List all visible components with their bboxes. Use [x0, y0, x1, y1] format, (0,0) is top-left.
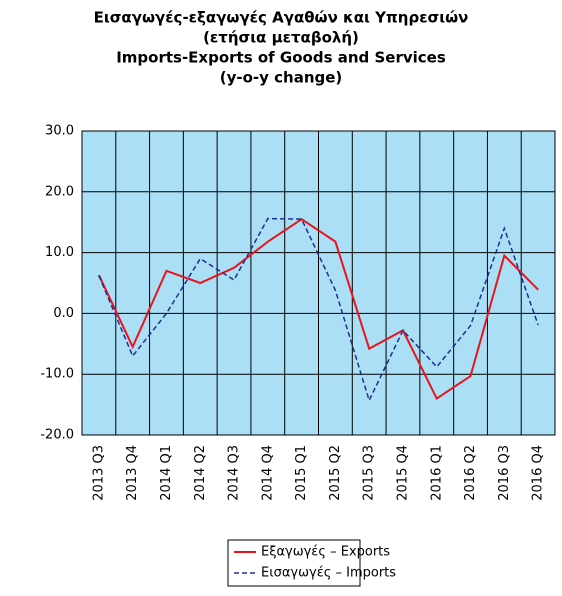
y-tick-label: 30.0 — [45, 124, 74, 139]
x-tick-label: 2014 Q1 — [159, 445, 174, 501]
plot-border — [81, 130, 556, 436]
legend-label: Εξαγωγές – Exports — [261, 545, 390, 560]
y-tick-label: -10.0 — [40, 367, 74, 382]
x-tick-label: 2013 Q4 — [125, 445, 140, 501]
chart-title: Εισαγωγές-εξαγωγές Αγαθών και Υπηρεσιών — [94, 9, 469, 27]
y-tick-label: 10.0 — [45, 245, 74, 260]
x-tick-label: 2014 Q2 — [193, 445, 208, 501]
x-tick-label: 2015 Q1 — [294, 445, 309, 501]
chart-title: Imports-Exports of Goods and Services — [116, 49, 446, 67]
x-tick-label: 2014 Q4 — [260, 445, 275, 501]
chart-title: (y-o-y change) — [220, 69, 343, 87]
x-tick-label: 2015 Q3 — [362, 445, 377, 501]
x-tick-label: 2016 Q1 — [429, 445, 444, 501]
series-line — [98, 217, 539, 403]
y-tick-label: 20.0 — [45, 184, 74, 199]
chart-title: (ετήσια μεταβολή) — [203, 29, 359, 47]
x-tick-label: 2015 Q2 — [328, 445, 343, 501]
x-tick-label: 2014 Q3 — [227, 445, 242, 501]
x-tick-label: 2016 Q3 — [497, 445, 512, 501]
series-line — [97, 217, 539, 400]
legend-label: Εισαγωγές – Imports — [261, 566, 396, 581]
y-tick-label: -20.0 — [40, 428, 74, 443]
x-tick-label: 2013 Q3 — [91, 445, 106, 501]
x-tick-label: 2016 Q2 — [463, 445, 478, 501]
y-tick-label: 0.0 — [53, 306, 74, 321]
legend-box — [227, 539, 361, 587]
x-tick-label: 2015 Q4 — [395, 445, 410, 501]
x-tick-label: 2016 Q4 — [531, 445, 546, 501]
